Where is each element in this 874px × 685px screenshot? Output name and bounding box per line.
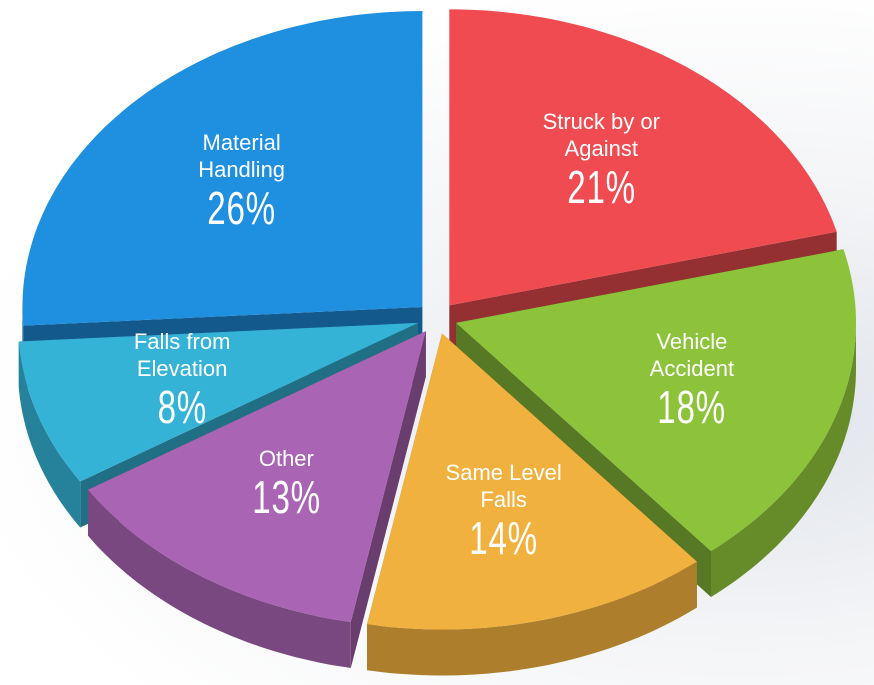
value-label: 21% <box>567 162 635 212</box>
value-label: 14% <box>469 513 537 563</box>
category-label: Other <box>206 445 366 472</box>
chart: Struck by or Against21%Vehicle Accident1… <box>0 0 874 685</box>
value-label: 18% <box>658 382 726 432</box>
category-label: Material Handling <box>162 129 322 183</box>
category-label: Struck by or Against <box>521 108 681 162</box>
category-label: Falls from Elevation <box>102 328 262 382</box>
value-label: 8% <box>157 382 206 432</box>
value-label: 13% <box>252 472 320 522</box>
value-label: 26% <box>207 183 275 233</box>
category-label: Vehicle Accident <box>612 328 772 382</box>
category-label: Same Level Falls <box>424 459 584 513</box>
